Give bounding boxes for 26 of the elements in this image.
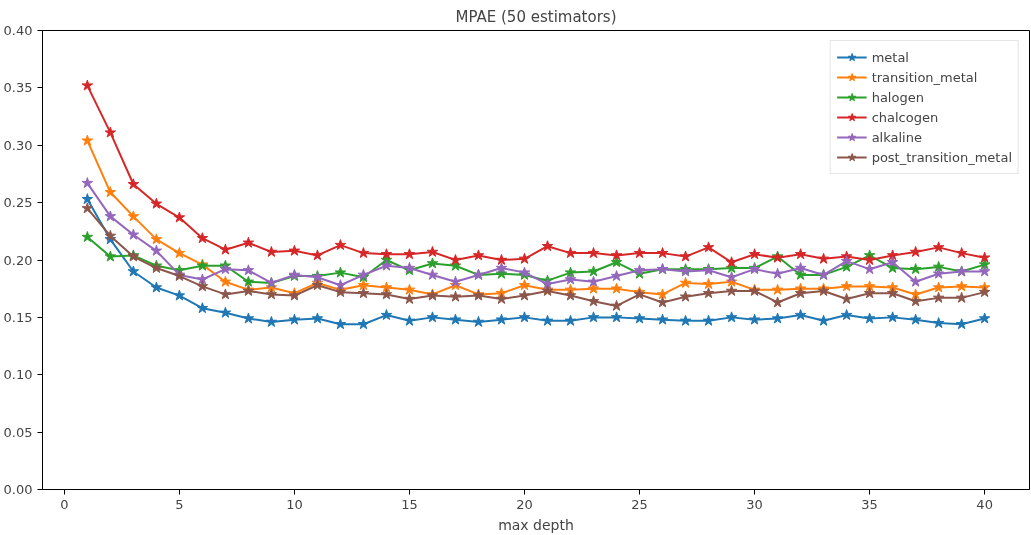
chart-title: MPAE (50 estimators) bbox=[455, 7, 617, 26]
legend-label: transition_metal bbox=[871, 68, 978, 86]
y-tick-label: 0.10 bbox=[3, 367, 33, 383]
y-tick-label: 0.40 bbox=[3, 23, 33, 38]
legend-label: post_transition_metal bbox=[871, 148, 1012, 166]
y-tick-label: 0.30 bbox=[3, 137, 33, 153]
x-tick-label: 35 bbox=[861, 496, 878, 512]
legend-label: chalcogen bbox=[871, 108, 939, 126]
y-tick-label: 0.15 bbox=[3, 309, 33, 325]
y-tick-label: 0.25 bbox=[3, 195, 33, 211]
x-tick-label: 20 bbox=[516, 496, 533, 512]
x-tick-label: 40 bbox=[976, 496, 993, 512]
x-tick-label: 15 bbox=[401, 496, 418, 512]
x-tick-label: 5 bbox=[175, 496, 184, 512]
y-tick-label: 0.00 bbox=[3, 482, 33, 497]
x-axis-title: max depth bbox=[498, 516, 574, 533]
legend-label: halogen bbox=[871, 88, 924, 106]
legend-label: metal bbox=[871, 48, 909, 66]
y-tick-label: 0.20 bbox=[3, 252, 33, 268]
legend-label: alkaline bbox=[871, 128, 922, 146]
x-tick-label: 10 bbox=[286, 496, 303, 512]
x-tick-label: 30 bbox=[746, 496, 763, 512]
y-tick-label: 0.35 bbox=[3, 80, 33, 96]
y-tick-label: 0.05 bbox=[3, 424, 33, 440]
x-tick-label: 25 bbox=[631, 496, 648, 512]
x-tick-label: 0 bbox=[60, 496, 69, 512]
